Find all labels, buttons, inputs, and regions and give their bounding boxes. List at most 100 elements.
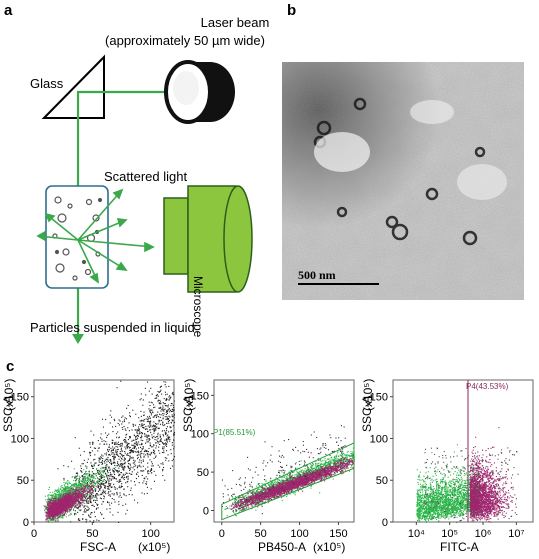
event-dot: [137, 437, 139, 439]
event-dot: [129, 412, 131, 414]
event-dot: [86, 494, 88, 496]
event-dot: [133, 446, 135, 448]
event-dot: [58, 494, 60, 496]
event-dot: [136, 429, 138, 431]
event-dot: [170, 421, 172, 423]
event-dot: [52, 517, 54, 519]
event-dot: [128, 436, 131, 438]
event-dot: [160, 419, 163, 421]
event-dot: [166, 397, 168, 400]
event-dot: [69, 499, 71, 501]
event-dot: [63, 479, 65, 481]
event-dot: [155, 447, 157, 449]
event-dot: [166, 438, 168, 440]
event-dot: [125, 495, 127, 497]
event-dot: [119, 451, 121, 453]
event-dot: [141, 431, 143, 434]
event-dot: [52, 491, 54, 493]
event-dot: [59, 496, 61, 498]
event-dot: [155, 414, 157, 416]
event-dot: [105, 441, 107, 443]
particles-label: Particles suspended in liquid: [30, 320, 195, 335]
event-dot: [139, 459, 141, 461]
event-dot: [160, 403, 162, 405]
event-dot: [169, 467, 172, 469]
event-dot: [150, 469, 153, 471]
event-dot: [80, 470, 82, 472]
event-dot: [102, 476, 104, 478]
event-dot: [131, 473, 133, 475]
event-dot: [146, 437, 148, 439]
event-dot: [119, 420, 121, 422]
event-dot: [101, 493, 103, 495]
event-dot: [168, 460, 170, 462]
event-dot: [137, 435, 139, 437]
event-dot: [148, 473, 150, 475]
event-dot: [140, 410, 142, 412]
event-dot: [48, 511, 50, 513]
event-dot: [147, 441, 149, 443]
event-dot: [80, 465, 82, 467]
event-dot: [111, 497, 113, 500]
event-dot: [115, 453, 117, 456]
event-dot: [100, 461, 102, 463]
event-dot: [51, 502, 53, 505]
event-dot: [99, 488, 101, 490]
event-dot: [119, 474, 121, 476]
event-dot: [89, 491, 91, 493]
event-dot: [173, 448, 175, 450]
event-dot: [150, 421, 152, 423]
event-dot: [136, 458, 139, 460]
event-dot: [130, 489, 132, 491]
event-dot: [162, 470, 164, 472]
event-dot: [68, 511, 70, 513]
event-dot: [91, 475, 93, 477]
event-dot: [113, 443, 116, 445]
event-dot: [74, 502, 76, 504]
event-dot: [97, 504, 99, 506]
event-dot: [97, 507, 99, 509]
event-dot: [109, 508, 111, 510]
event-dot: [107, 460, 110, 462]
event-dot: [87, 477, 89, 479]
event-dot: [124, 446, 126, 448]
event-dot: [143, 423, 145, 425]
event-dot: [122, 467, 124, 469]
event-dot: [50, 498, 52, 500]
event-dot: [88, 494, 90, 496]
event-dot: [47, 520, 49, 522]
event-dot: [72, 504, 74, 506]
event-dot: [47, 507, 49, 509]
event-dot: [115, 451, 117, 453]
event-dot: [165, 394, 167, 396]
event-dot: [159, 420, 161, 422]
event-dot: [51, 497, 53, 499]
event-dot: [74, 475, 76, 477]
event-dot: [109, 495, 111, 497]
event-dot: [69, 514, 71, 516]
event-dot: [107, 449, 109, 451]
event-dot: [136, 444, 138, 446]
event-dot: [129, 469, 131, 471]
event-dot: [89, 455, 91, 457]
event-dot: [61, 515, 64, 517]
event-dot: [159, 416, 161, 418]
event-dot: [149, 470, 151, 472]
event-dot: [116, 449, 118, 451]
event-dot: [163, 403, 165, 405]
event-dot: [88, 496, 90, 498]
event-dot: [133, 450, 135, 452]
event-dot: [116, 454, 118, 456]
event-dot: [89, 487, 91, 489]
event-dot: [139, 444, 141, 446]
event-dot: [144, 468, 147, 470]
event-dot: [168, 407, 170, 410]
event-dot: [67, 507, 69, 510]
event-dot: [133, 442, 136, 444]
event-dot: [99, 476, 101, 478]
event-dot: [103, 484, 105, 486]
event-dot: [132, 425, 134, 427]
event-dot: [156, 414, 158, 416]
event-dot: [131, 450, 133, 452]
event-dot: [162, 418, 164, 420]
